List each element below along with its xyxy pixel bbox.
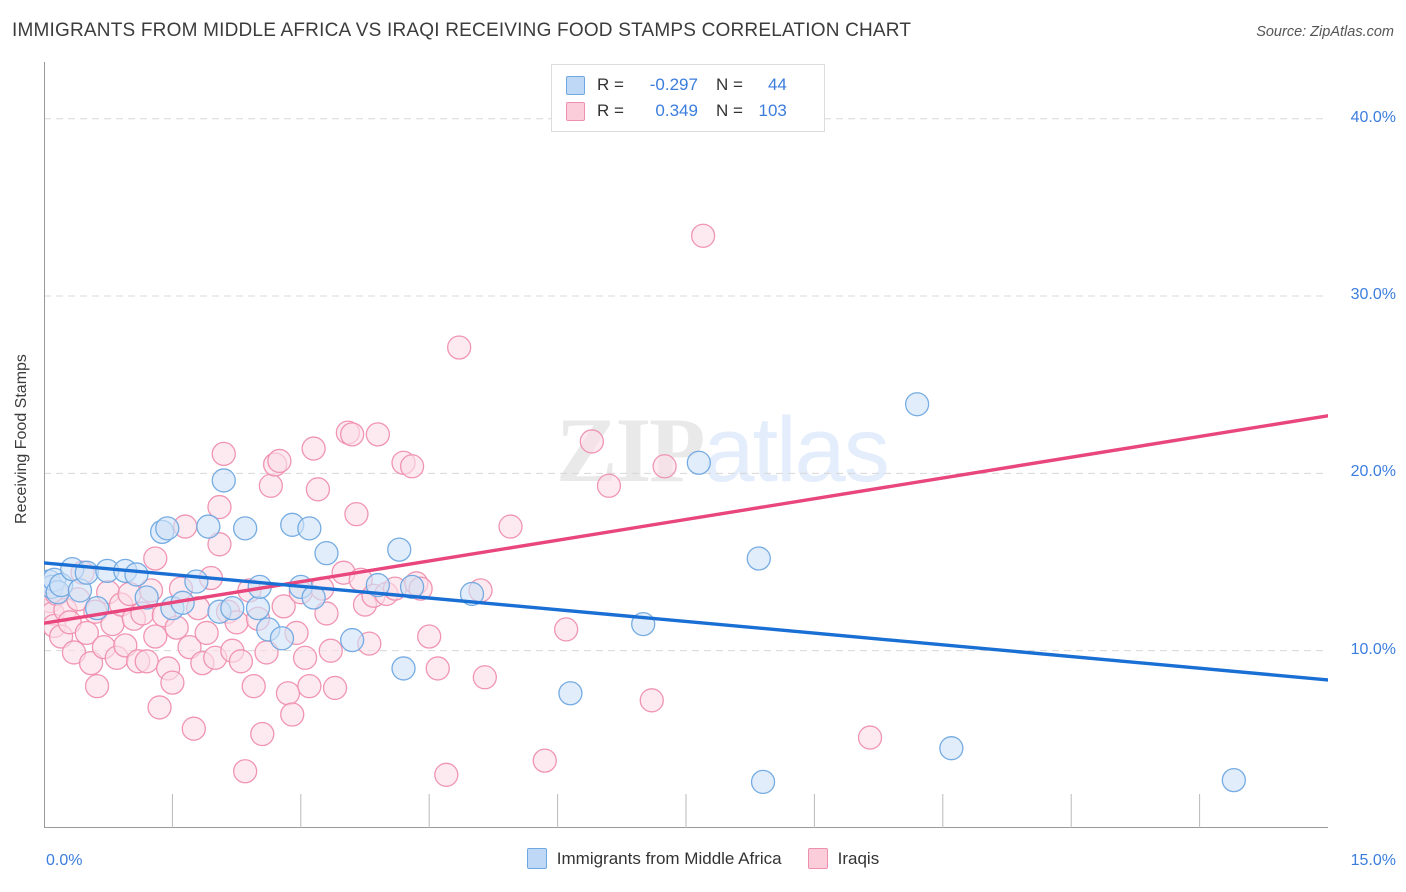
legend-label: Immigrants from Middle Africa <box>556 848 782 868</box>
page-title: IMMIGRANTS FROM MIDDLE AFRICA VS IRAQI R… <box>12 20 912 41</box>
r-value: 0.349 <box>655 101 698 120</box>
y-axis-tick-label: 30.0% <box>1350 286 1396 304</box>
y-axis-tick-label: 20.0% <box>1350 463 1396 481</box>
n-label: N = <box>715 101 743 120</box>
correlation-row: R = 0.349 N = 103 <box>566 98 814 124</box>
legend-swatch-pink-icon <box>807 848 828 869</box>
legend-swatch-pink-icon <box>566 101 585 121</box>
n-value: 103 <box>758 101 787 120</box>
r-label: R = <box>597 101 624 120</box>
n-label: N = <box>715 75 743 94</box>
scatter-plot-svg <box>44 62 1328 828</box>
axis-lines <box>44 62 1328 828</box>
legend-swatch-blue-icon <box>566 75 585 95</box>
data-points-iraqis <box>44 223 883 787</box>
x-axis-min-label: 0.0% <box>46 852 83 869</box>
x-axis-max-label: 15.0% <box>1350 852 1396 869</box>
source-attribution: Source: ZipAtlas.com <box>1256 24 1394 40</box>
legend-item-middle-africa[interactable]: Immigrants from Middle Africa <box>526 848 782 869</box>
trendline-iraqis <box>44 414 1328 625</box>
correlation-row: R = -0.297 N = 44 <box>566 72 814 98</box>
x-axis-ticks <box>171 794 1201 828</box>
r-label: R = <box>597 75 624 94</box>
y-axis-tick-label: 40.0% <box>1350 108 1396 126</box>
legend-label: Iraqis <box>837 848 880 868</box>
trendline-middle-africa <box>44 561 1328 682</box>
gridlines <box>44 118 1328 652</box>
r-value: -0.297 <box>649 75 698 94</box>
y-axis-tick-label: 10.0% <box>1350 640 1396 658</box>
y-axis-title: Receiving Food Stamps <box>13 354 30 524</box>
correlation-legend: R = -0.297 N = 44 R = 0.349 N = 103 <box>551 64 825 132</box>
plot-area <box>44 62 1328 828</box>
n-value: 44 <box>767 75 787 94</box>
legend-item-iraqis[interactable]: Iraqis <box>807 848 880 869</box>
legend-swatch-blue-icon <box>526 848 547 869</box>
series-legend: Immigrants from Middle Africa Iraqis <box>0 848 1406 869</box>
